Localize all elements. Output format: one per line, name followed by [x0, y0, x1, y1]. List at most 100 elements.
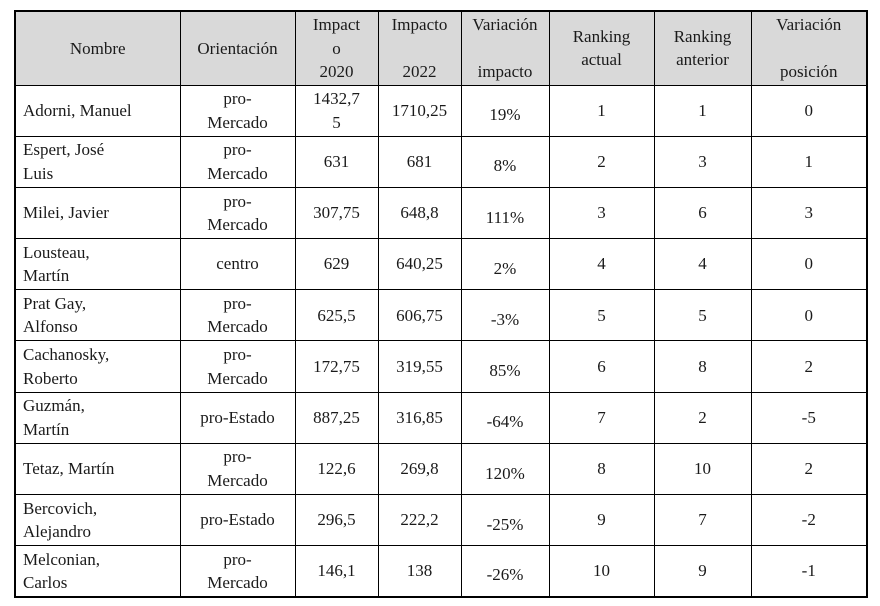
table-row: Guzmán, Martín pro-Estado 887,25 316,85 -64%…: [14, 391, 868, 444]
table-row: Lousteau, Martín centro 629 640,25 2% 4 4 0: [14, 238, 868, 291]
cell-ranking_actual: 3: [548, 186, 655, 240]
cell-ranking_actual: 10: [548, 545, 655, 598]
cell-variacion_impacto: 111%: [460, 186, 550, 240]
table-row: Milei, Javier pro- Mercado 307,75 648,8 111%…: [14, 186, 868, 240]
cell-impacto_2020: 887,25: [294, 391, 379, 444]
cell-impacto_2022: 319,55: [377, 340, 462, 393]
cell-impacto_2020: 631: [294, 135, 379, 188]
cell-orientacion: pro- Mercado: [179, 186, 296, 240]
cell-ranking_anterior: 2: [653, 391, 752, 444]
cell-ranking_actual: 2: [548, 135, 655, 188]
cell-ranking_actual: 9: [548, 493, 655, 547]
cell-variacion_posicion: 2: [750, 340, 868, 393]
table-row: Espert, José Luis pro- Mercado 631 681 8% 2 3 1: [14, 135, 868, 188]
cell-impacto_2020: 625,5: [294, 289, 379, 342]
cell-variacion_posicion: -2: [750, 493, 868, 547]
cell-ranking_anterior: 8: [653, 340, 752, 393]
cell-variacion_impacto: 2%: [460, 238, 550, 291]
cell-variacion_impacto: -26%: [460, 545, 550, 598]
table-row: Melconian, Carlos pro- Mercado 146,1 138 -26…: [14, 545, 868, 598]
cell-ranking_actual: 6: [548, 340, 655, 393]
cell-ranking_actual: 8: [548, 442, 655, 496]
cell-orientacion: pro- Mercado: [179, 442, 296, 496]
cell-nombre: Prat Gay, Alfonso: [14, 289, 181, 342]
column-header-nombre: Nombre: [14, 10, 181, 86]
cell-variacion_impacto: 19%: [460, 84, 550, 137]
column-header-ranking_anterior: Ranking anterior: [653, 10, 752, 86]
column-header-ranking_actual: Ranking actual: [548, 10, 655, 86]
cell-impacto_2022: 606,75: [377, 289, 462, 342]
cell-variacion_posicion: -1: [750, 545, 868, 598]
cell-nombre: Adorni, Manuel: [14, 84, 181, 137]
column-header-variacion_impacto: Variación impacto: [460, 10, 550, 86]
cell-impacto_2020: 146,1: [294, 545, 379, 598]
cell-orientacion: pro-Estado: [179, 493, 296, 547]
cell-variacion_impacto: -25%: [460, 493, 550, 547]
cell-ranking_actual: 7: [548, 391, 655, 444]
table-row: Cachanosky, Roberto pro- Mercado 172,75 319…: [14, 340, 868, 393]
cell-variacion_impacto: 85%: [460, 340, 550, 393]
cell-ranking_anterior: 9: [653, 545, 752, 598]
column-header-impacto_2020: Impact o 2020: [294, 10, 379, 86]
cell-nombre: Lousteau, Martín: [14, 238, 181, 291]
cell-nombre: Tetaz, Martín: [14, 442, 181, 496]
cell-variacion_posicion: 0: [750, 84, 868, 137]
cell-impacto_2022: 138: [377, 545, 462, 598]
table-row: Bercovich, Alejandro pro-Estado 296,5 222,2…: [14, 493, 868, 547]
cell-nombre: Guzmán, Martín: [14, 391, 181, 444]
cell-nombre: Milei, Javier: [14, 186, 181, 240]
cell-ranking_anterior: 4: [653, 238, 752, 291]
cell-impacto_2020: 629: [294, 238, 379, 291]
cell-variacion_posicion: 1: [750, 135, 868, 188]
table-row: Tetaz, Martín pro- Mercado 122,6 269,8 120% 8…: [14, 442, 868, 496]
column-header-orientacion: Orientación: [179, 10, 296, 86]
cell-ranking_actual: 4: [548, 238, 655, 291]
cell-orientacion: pro- Mercado: [179, 340, 296, 393]
cell-variacion_impacto: 120%: [460, 442, 550, 496]
cell-impacto_2020: 307,75: [294, 186, 379, 240]
cell-ranking_actual: 5: [548, 289, 655, 342]
cell-impacto_2022: 1710,25: [377, 84, 462, 137]
cell-impacto_2022: 640,25: [377, 238, 462, 291]
cell-nombre: Bercovich, Alejandro: [14, 493, 181, 547]
cell-variacion_posicion: 0: [750, 289, 868, 342]
cell-orientacion: centro: [179, 238, 296, 291]
cell-orientacion: pro- Mercado: [179, 289, 296, 342]
column-header-impacto_2022: Impacto 2022: [377, 10, 462, 86]
cell-impacto_2022: 681: [377, 135, 462, 188]
cell-impacto_2020: 122,6: [294, 442, 379, 496]
table-row: Prat Gay, Alfonso pro- Mercado 625,5 606,75…: [14, 289, 868, 342]
cell-impacto_2020: 1432,7 5: [294, 84, 379, 137]
cell-ranking_anterior: 6: [653, 186, 752, 240]
table-row: Adorni, Manuel pro- Mercado 1432,7 5 1710,2…: [14, 84, 868, 137]
cell-orientacion: pro- Mercado: [179, 545, 296, 598]
cell-ranking_actual: 1: [548, 84, 655, 137]
cell-variacion_impacto: -64%: [460, 391, 550, 444]
cell-variacion_posicion: -5: [750, 391, 868, 444]
cell-nombre: Cachanosky, Roberto: [14, 340, 181, 393]
cell-orientacion: pro- Mercado: [179, 135, 296, 188]
header-row: Nombre Orientación Impact o 2020 Impacto 20…: [14, 10, 868, 86]
cell-impacto_2022: 222,2: [377, 493, 462, 547]
cell-ranking_anterior: 7: [653, 493, 752, 547]
cell-variacion_impacto: 8%: [460, 135, 550, 188]
cell-ranking_anterior: 3: [653, 135, 752, 188]
cell-ranking_anterior: 1: [653, 84, 752, 137]
cell-ranking_anterior: 5: [653, 289, 752, 342]
cell-nombre: Melconian, Carlos: [14, 545, 181, 598]
cell-nombre: Espert, José Luis: [14, 135, 181, 188]
column-header-variacion_posicion: Variación posición: [750, 10, 868, 86]
cell-variacion_posicion: 0: [750, 238, 868, 291]
cell-impacto_2020: 172,75: [294, 340, 379, 393]
economists-ranking-table: Nombre Orientación Impact o 2020 Impacto 20…: [14, 10, 868, 598]
cell-variacion_impacto: -3%: [460, 289, 550, 342]
cell-impacto_2020: 296,5: [294, 493, 379, 547]
cell-impacto_2022: 269,8: [377, 442, 462, 496]
cell-impacto_2022: 648,8: [377, 186, 462, 240]
cell-orientacion: pro- Mercado: [179, 84, 296, 137]
cell-orientacion: pro-Estado: [179, 391, 296, 444]
cell-impacto_2022: 316,85: [377, 391, 462, 444]
cell-variacion_posicion: 2: [750, 442, 868, 496]
cell-ranking_anterior: 10: [653, 442, 752, 496]
